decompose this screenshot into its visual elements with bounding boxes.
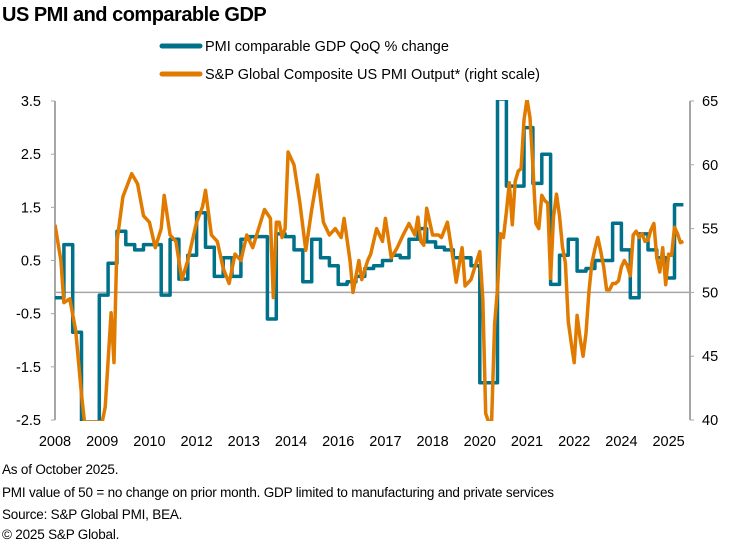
footnote-date: As of October 2025. — [2, 462, 119, 477]
left-tick-label: 0.5 — [21, 254, 41, 270]
right-tick-label: 55 — [702, 222, 718, 238]
left-tick-label: 2.5 — [21, 147, 41, 163]
right-tick-label: 40 — [702, 413, 718, 429]
x-tick-label: 2013 — [228, 434, 260, 450]
footnote-copyright: © 2025 S&P Global. — [2, 527, 120, 542]
left-tick-label: 1.5 — [21, 200, 41, 216]
right-tick-label: 65 — [702, 94, 718, 110]
chart-title: US PMI and comparable GDP — [2, 4, 267, 26]
x-tick-label: 2009 — [86, 434, 118, 450]
legend-label-gdp: PMI comparable GDP QoQ % change — [205, 39, 449, 55]
x-tick-label: 2017 — [369, 434, 401, 450]
left-tick-label: -1.5 — [16, 360, 41, 376]
series-line-pmi-output — [55, 100, 685, 421]
left-tick-label: 3.5 — [21, 94, 41, 110]
x-tick-label: 2012 — [180, 434, 212, 450]
legend-label-pmi: S&P Global Composite US PMI Output* (rig… — [205, 67, 540, 83]
chart-svg: PMI comparable GDP QoQ % change S&P Glob… — [16, 39, 718, 450]
left-tick-label: -0.5 — [16, 307, 41, 323]
footnote-pmi-note: PMI value of 50 = no change on prior mon… — [2, 485, 554, 500]
x-tick-label: 2022 — [558, 434, 590, 450]
x-tick-label: 2018 — [416, 434, 448, 450]
right-tick-label: 45 — [702, 349, 718, 365]
x-tick-label: 2014 — [275, 434, 307, 450]
legend: PMI comparable GDP QoQ % change S&P Glob… — [159, 39, 540, 83]
x-tick-label: 2010 — [133, 434, 165, 450]
right-tick-label: 50 — [702, 285, 718, 301]
x-tick-label: 2024 — [605, 434, 637, 450]
x-tick-label: 2021 — [511, 434, 543, 450]
right-tick-label: 60 — [702, 158, 718, 174]
left-tick-label: -2.5 — [16, 413, 41, 429]
x-tick-label: 2016 — [322, 434, 354, 450]
x-tick-label: 2020 — [464, 434, 496, 450]
footnote-source: Source: S&P Global PMI, BEA. — [2, 507, 183, 522]
x-tick-label: 2008 — [39, 434, 71, 450]
x-tick-label: 2025 — [652, 434, 684, 450]
